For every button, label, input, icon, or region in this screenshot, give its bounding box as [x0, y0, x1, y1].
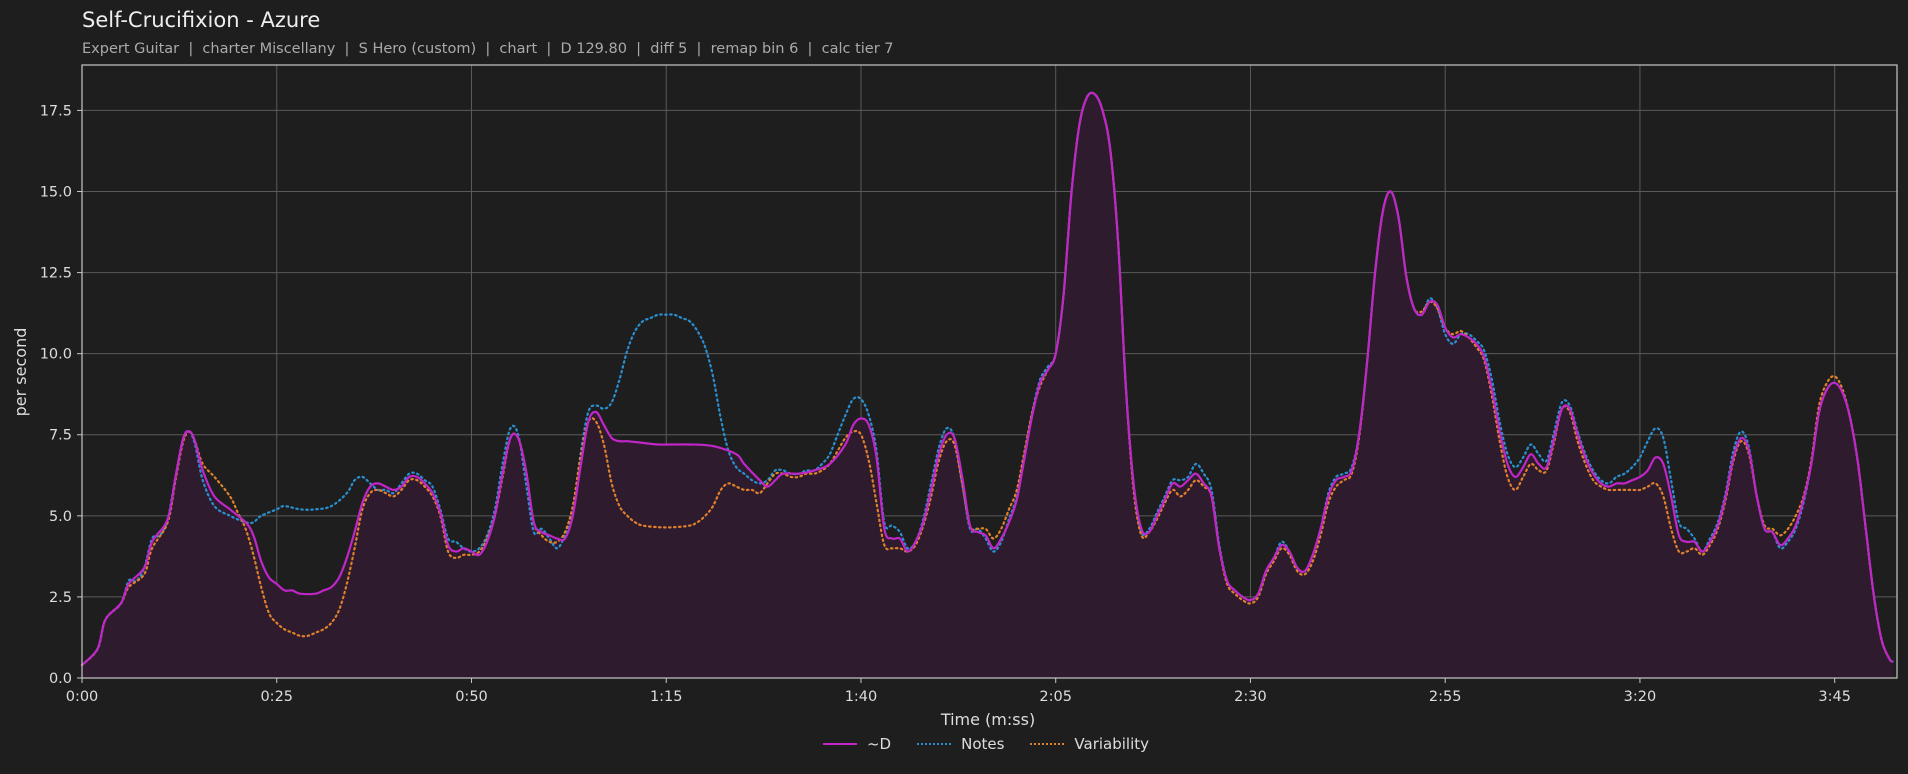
axes — [77, 64, 1898, 683]
y-tick-label: 17.5 — [40, 103, 72, 119]
legend-label-variability: Variability — [1074, 735, 1150, 753]
legend-item-variability: Variability — [1030, 735, 1149, 753]
y-tick-label: 10.0 — [40, 347, 72, 363]
x-tick-label: 3:45 — [1818, 689, 1851, 705]
legend-label-d: ~D — [866, 735, 892, 753]
d-area-fill — [82, 92, 1894, 678]
x-tick-label: 2:55 — [1429, 689, 1462, 705]
legend: ~D Notes Variability — [0, 735, 1908, 753]
y-tick-label: 12.5 — [40, 266, 72, 282]
legend-swatch-variability — [1030, 743, 1065, 745]
x-tick-label: 0:50 — [455, 689, 488, 705]
d-area — [82, 92, 1894, 678]
legend-swatch-d — [822, 743, 857, 745]
chart-title: Self-Crucifixion - Azure — [82, 8, 321, 32]
y-tick-label: 2.5 — [49, 590, 72, 606]
x-tick-label: 1:40 — [845, 689, 878, 705]
legend-label-notes: Notes — [961, 735, 1005, 753]
plot-frame — [81, 64, 1898, 679]
y-tick-label: 0.0 — [49, 671, 72, 687]
legend-item-notes: Notes — [917, 735, 1004, 753]
chart-subtitle: Expert Guitar | charter Miscellany | S H… — [82, 41, 894, 57]
legend-swatch-notes — [917, 743, 952, 745]
variability-line — [80, 91, 1895, 667]
tick-labels: 0:00 0:25 0:50 1:15 1:40 2:05 2:30 2:55 3:20 3:45… — [40, 103, 1851, 705]
x-tick-label: 0:00 — [66, 689, 99, 705]
x-tick-label: 0:25 — [260, 689, 293, 705]
y-tick-label: 7.5 — [49, 428, 72, 444]
y-axis-label: per second — [11, 328, 30, 417]
series-lines — [80, 91, 1895, 667]
x-tick-label: 2:05 — [1039, 689, 1072, 705]
y-tick-label: 15.0 — [40, 184, 72, 200]
y-tick-label: 5.0 — [49, 509, 72, 525]
x-tick-label: 1:15 — [650, 689, 683, 705]
x-tick-label: 3:20 — [1624, 689, 1657, 705]
d-line — [81, 91, 1894, 666]
legend-item-d: ~D — [822, 735, 892, 753]
x-axis-label: Time (m:ss) — [940, 710, 1035, 729]
x-tick-label: 2:30 — [1234, 689, 1267, 705]
